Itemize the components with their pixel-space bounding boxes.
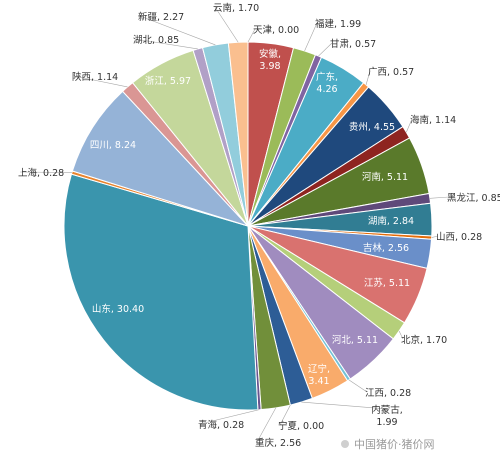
data-label: 甘肃, 0.57 bbox=[330, 38, 376, 50]
leader-line bbox=[247, 28, 256, 43]
leader-line bbox=[301, 401, 388, 410]
data-label: 宁夏, 0.00 bbox=[278, 420, 324, 432]
data-label: 黑龙江, 0.85 bbox=[447, 192, 500, 204]
data-labels: 安徽, 3.98 福建, 1.99 甘肃, 0.57 广东, 4.26 广西, 0.57 贵州… bbox=[18, 2, 500, 449]
data-label: 天津, 0.00 bbox=[253, 25, 299, 36]
leader-line bbox=[429, 196, 450, 199]
data-label: 河南, 5.11 bbox=[362, 171, 408, 183]
data-label: 北京, 1.70 bbox=[401, 334, 447, 346]
leader-line bbox=[318, 42, 333, 57]
data-label: 新疆, 2.27 bbox=[138, 11, 184, 23]
data-label: 重庆, 2.56 bbox=[255, 437, 301, 449]
data-label: 辽宁, 3.41 bbox=[308, 363, 330, 387]
leader-line bbox=[365, 70, 371, 85]
watermark-text: 中国猪价·猪价网 bbox=[354, 438, 435, 451]
data-label: 福建, 1.99 bbox=[315, 18, 361, 30]
leader-line bbox=[19, 171, 72, 173]
data-label: 江苏, 5.11 bbox=[364, 277, 410, 289]
data-label: 湖北, 0.85 bbox=[133, 35, 179, 46]
leader-lines bbox=[19, 6, 450, 443]
leader-line bbox=[431, 235, 439, 238]
data-label: 山西, 0.28 bbox=[436, 232, 482, 243]
data-label: 云南, 1.70 bbox=[213, 2, 259, 14]
leader-line bbox=[398, 330, 404, 340]
wechat-icon bbox=[341, 440, 349, 448]
pie-slices bbox=[63, 41, 433, 411]
data-label: 陕西, 1.14 bbox=[72, 71, 118, 83]
leader-line bbox=[134, 38, 198, 50]
data-label: 湖南, 2.84 bbox=[368, 215, 414, 227]
data-label: 广东, 4.26 bbox=[316, 71, 338, 95]
leader-line bbox=[304, 22, 318, 52]
leader-line bbox=[214, 6, 239, 43]
data-label: 浙江, 5.97 bbox=[145, 75, 191, 87]
leader-line bbox=[199, 409, 260, 425]
leader-line bbox=[139, 15, 216, 46]
data-label: 海南, 1.14 bbox=[410, 114, 456, 126]
pie-slice bbox=[71, 90, 250, 228]
data-label: 青海, 0.28 bbox=[198, 419, 244, 431]
leader-line bbox=[279, 404, 291, 426]
data-label: 河北, 5.11 bbox=[332, 334, 378, 346]
leader-line bbox=[256, 407, 277, 443]
data-label: 上海, 0.28 bbox=[18, 167, 64, 179]
data-label: 安徽, 3.98 bbox=[259, 48, 281, 72]
data-label: 江西, 0.28 bbox=[365, 388, 411, 399]
data-label: 四川, 8.24 bbox=[90, 140, 136, 151]
leader-line bbox=[348, 379, 368, 393]
watermark: 中国猪价·猪价网 bbox=[341, 438, 435, 451]
data-label: 山东, 30.40 bbox=[92, 303, 144, 315]
data-label: 内蒙古, 1.99 bbox=[371, 404, 403, 428]
data-label: 广西, 0.57 bbox=[368, 66, 414, 78]
pie-slice bbox=[63, 173, 259, 411]
data-label: 贵州, 4.55 bbox=[349, 121, 395, 133]
leader-line bbox=[73, 75, 128, 88]
pie-slice bbox=[227, 41, 249, 227]
data-label: 吉林, 2.56 bbox=[363, 242, 409, 254]
leader-line bbox=[406, 118, 413, 133]
